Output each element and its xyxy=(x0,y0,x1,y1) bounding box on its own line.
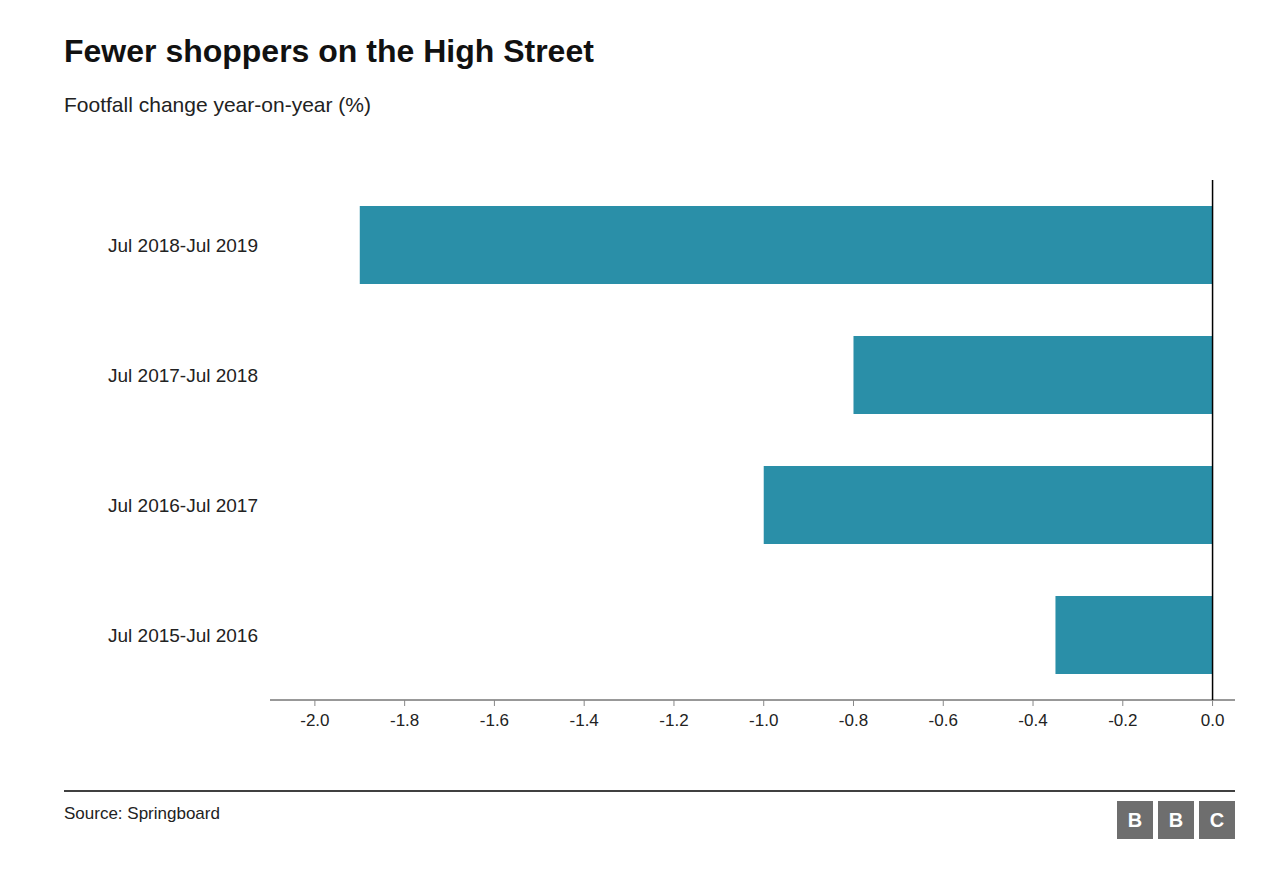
chart: Fewer shoppers on the High Street Footfal… xyxy=(0,0,1280,894)
tick-label: -1.4 xyxy=(570,711,599,730)
tick-label: -2.0 xyxy=(300,711,329,730)
tick-label: -1.0 xyxy=(749,711,778,730)
logo-letter: B xyxy=(1128,809,1142,831)
category-label: Jul 2017-Jul 2018 xyxy=(108,365,258,386)
category-label: Jul 2018-Jul 2019 xyxy=(108,235,258,256)
tick xyxy=(404,700,405,706)
logo-letter: C xyxy=(1210,809,1224,831)
tick xyxy=(1212,700,1213,706)
zero-line xyxy=(1212,180,1214,700)
background xyxy=(0,0,1280,894)
tick xyxy=(584,700,585,706)
bar xyxy=(853,336,1212,414)
tick-label: -1.6 xyxy=(480,711,509,730)
tick-label: -0.8 xyxy=(839,711,868,730)
title: Fewer shoppers on the High Street xyxy=(64,33,594,69)
tick-label: -0.2 xyxy=(1108,711,1137,730)
bar xyxy=(764,466,1213,544)
tick xyxy=(763,700,764,706)
bar xyxy=(360,206,1213,284)
tick-label: -1.2 xyxy=(659,711,688,730)
tick xyxy=(1122,700,1123,706)
tick-label: -0.6 xyxy=(929,711,958,730)
logo-box xyxy=(1158,801,1194,839)
x-axis-line xyxy=(270,700,1235,701)
separator xyxy=(64,790,1235,792)
source: Source: Springboard xyxy=(64,804,220,823)
tick xyxy=(314,700,315,706)
category-label: Jul 2015-Jul 2016 xyxy=(108,625,258,646)
logo-letter: B xyxy=(1169,809,1183,831)
subtitle: Footfall change year-on-year (%) xyxy=(64,93,371,116)
tick xyxy=(494,700,495,706)
tick xyxy=(1033,700,1034,706)
bars xyxy=(360,206,1213,674)
logo-box xyxy=(1199,801,1235,839)
category-label: Jul 2016-Jul 2017 xyxy=(108,495,258,516)
tick xyxy=(853,700,854,706)
bar xyxy=(1055,596,1212,674)
tick xyxy=(943,700,944,706)
tick xyxy=(673,700,674,706)
tick-label: 0.0 xyxy=(1201,711,1225,730)
logo-box xyxy=(1117,801,1153,839)
tick-label: -1.8 xyxy=(390,711,419,730)
tick-label: -0.4 xyxy=(1018,711,1047,730)
